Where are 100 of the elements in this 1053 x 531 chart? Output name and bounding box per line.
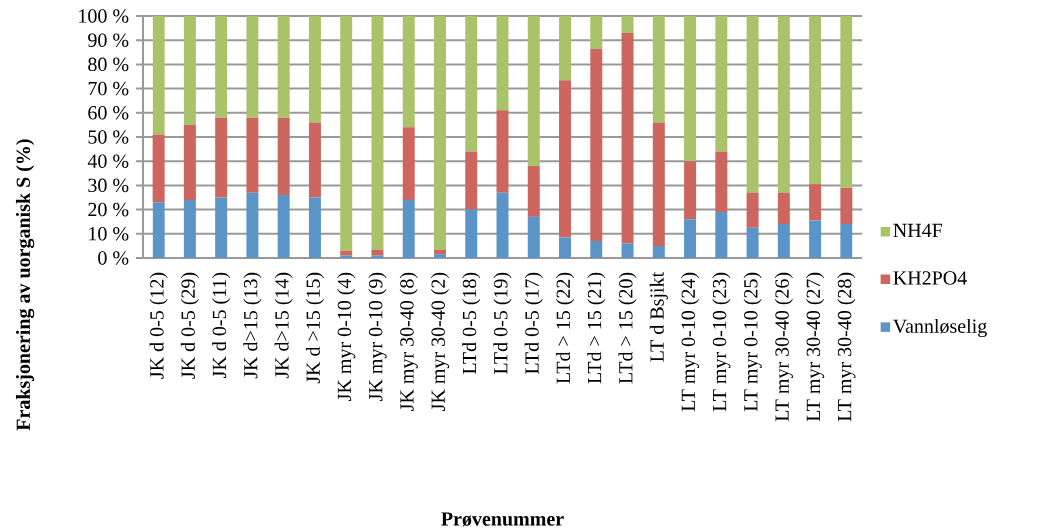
y-tick-label: 90 % (88, 33, 129, 47)
x-tick-label: JK myr 30-40 (8) (399, 272, 418, 411)
bar (402, 199, 415, 258)
bar (652, 245, 665, 258)
bar (809, 220, 822, 258)
x-tick-label: JK d>15 (13) (243, 272, 262, 379)
bar (527, 216, 540, 258)
bar (433, 254, 446, 258)
bar (183, 16, 196, 125)
x-tick-label: JK d 0-5 (29) (180, 272, 199, 379)
bar (308, 122, 321, 198)
legend-label: NH4F (893, 223, 943, 237)
bar (152, 16, 165, 135)
bar (621, 243, 634, 258)
bar (559, 16, 572, 81)
x-tick-label: JK d 0-5 (11) (212, 272, 231, 378)
bar (746, 227, 759, 258)
bar (590, 241, 603, 258)
y-tick-label: 80 % (88, 57, 129, 72)
x-tick-label: LT d Bsjikt (649, 272, 668, 362)
y-tick-label: 40 % (87, 154, 129, 168)
bar (621, 16, 634, 33)
bar (215, 117, 228, 198)
bar (246, 192, 259, 258)
bar (277, 117, 290, 196)
bar (308, 16, 321, 123)
bar (340, 250, 353, 256)
legend-label: KH2PO4 (893, 271, 967, 285)
bar (777, 16, 790, 193)
bar (777, 192, 790, 225)
bar (496, 110, 509, 193)
x-tick-label: LT myr 30-40 (27) (806, 272, 825, 422)
bar (840, 16, 853, 188)
bar (621, 32, 634, 244)
bar (809, 184, 822, 221)
y-tick-label: 100 % (79, 9, 129, 23)
bar (652, 16, 665, 123)
bar (715, 151, 728, 213)
bar (215, 197, 228, 258)
y-tick-label: 20 % (88, 202, 129, 217)
bar (402, 127, 415, 200)
y-tick-label: 60 % (88, 106, 129, 120)
x-tick-label: LTd 0-5 (19) (493, 272, 512, 374)
y-tick-label: 10 % (89, 227, 129, 241)
x-tick-label: JK d 0-5 (12) (149, 272, 168, 379)
y-tick-label: 70 % (88, 81, 129, 96)
bar (183, 199, 196, 258)
bar (465, 151, 478, 210)
bar (652, 122, 665, 246)
x-tick-label: LTd 0-5 (18) (462, 272, 481, 374)
legend-label: Vannløselig (893, 318, 987, 338)
bar (590, 16, 603, 49)
x-tick-label: JK d >15 (15) (305, 272, 325, 384)
bar (496, 192, 509, 258)
bar (777, 224, 790, 258)
x-tick-label: JK myr 0-10 (4) (337, 272, 356, 401)
x-tick-label: JK d>15 (14) (274, 272, 293, 379)
x-tick-label: LTd > 15 (21) (587, 272, 606, 384)
x-axis-title: Prøvenummer (441, 512, 564, 527)
bar (402, 16, 415, 128)
bar (559, 237, 572, 258)
bar (465, 209, 478, 258)
x-tick-label: JK myr 30-40 (2) (430, 272, 450, 411)
bar (277, 16, 290, 118)
bar (559, 80, 572, 238)
bar (684, 161, 697, 220)
x-tick-label: LT myr 30-40 (28) (837, 272, 856, 422)
bar (371, 249, 384, 256)
x-tick-label: LT myr 0-10 (25) (743, 272, 762, 412)
bar (809, 16, 822, 185)
bar (152, 134, 165, 203)
bar (496, 16, 509, 111)
x-tick-label: LT myr 0-10 (23) (712, 272, 731, 412)
x-tick-label: LTd > 15 (22) (555, 272, 575, 384)
bar (715, 16, 728, 152)
bar (215, 16, 228, 118)
y-tick-label: 30 % (88, 178, 129, 193)
x-tick-label: JK myr 0-10 (9) (368, 272, 387, 401)
bar (308, 197, 321, 258)
y-axis-title: Fraksjonering av uorganisk S (%) (15, 139, 35, 431)
x-tick-label: LTd 0-5 (17) (524, 272, 543, 374)
bar (840, 224, 853, 258)
bar (433, 16, 446, 250)
bar (183, 124, 196, 200)
bar (715, 212, 728, 258)
bar (684, 16, 697, 162)
bar (371, 16, 384, 250)
bar (527, 16, 540, 167)
bar (746, 16, 759, 193)
bar (840, 187, 853, 225)
bar (465, 16, 478, 152)
y-tick-label: 50 % (88, 130, 129, 144)
bar (590, 48, 603, 242)
bar (152, 202, 165, 258)
bar (340, 16, 353, 251)
bar (527, 166, 540, 217)
x-tick-label: LT myr 30-40 (26) (774, 272, 793, 422)
y-tick-label: 0 % (98, 251, 129, 265)
bar (246, 16, 259, 118)
x-tick-label: LTd > 15 (20) (618, 272, 637, 384)
